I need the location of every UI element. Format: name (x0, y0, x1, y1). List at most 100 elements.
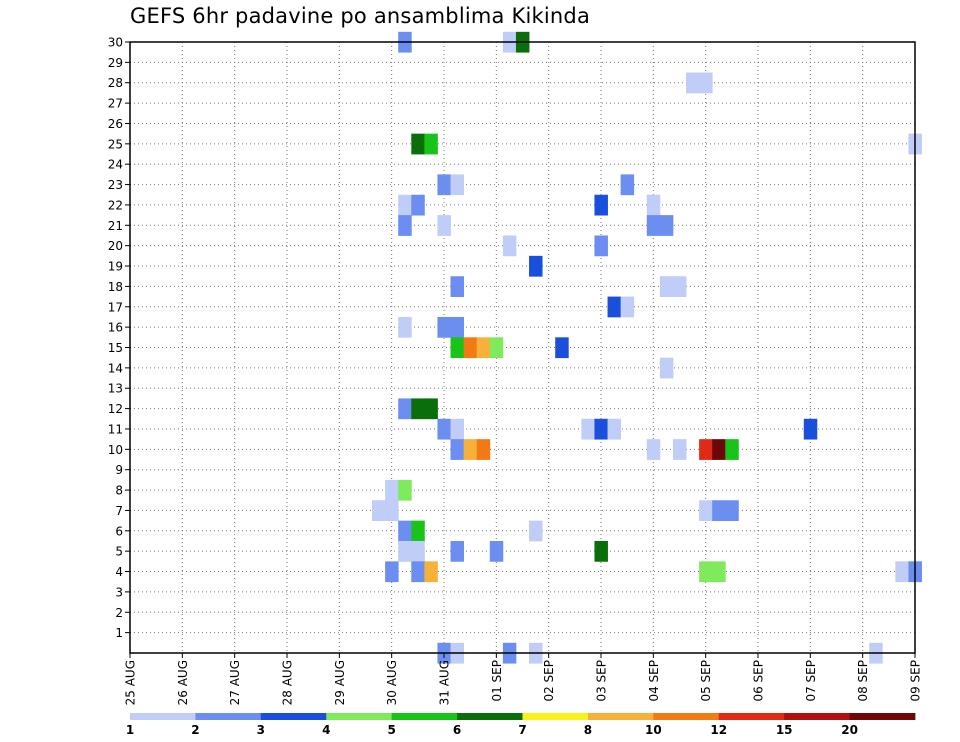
colorbar-label: 15 (776, 723, 793, 737)
precip-cell (659, 215, 674, 236)
precip-cell (398, 194, 412, 216)
precip-cell (450, 316, 465, 338)
x-tick-label: 28 AUG (281, 660, 295, 705)
precip-cell (437, 215, 451, 236)
precip-cell (476, 337, 491, 359)
y-tick-label: 12 (108, 402, 123, 416)
colorbar-label: 3 (257, 723, 265, 737)
x-tick-label: 25 AUG (124, 660, 138, 705)
precip-cell (699, 439, 713, 460)
x-tick-label: 09 SEP (909, 660, 923, 702)
precip-cell (398, 520, 412, 542)
precip-cell (686, 72, 700, 94)
precip-cell (607, 418, 622, 440)
x-axis-labels: 25 AUG 26 AUG 27 AUG 28 AUG 29 AUG 30 AUG 31 A… (124, 653, 923, 705)
y-tick-label: 19 (108, 260, 123, 274)
colorbar-swatch (326, 713, 393, 720)
colorbar-swatch (130, 713, 196, 720)
x-tick-label: 27 AUG (228, 660, 242, 705)
x-tick-label: 07 SEP (804, 660, 818, 702)
precip-cell (659, 357, 674, 379)
precip-cell (594, 235, 608, 257)
colorbar-swatch (849, 713, 916, 720)
colorbar-swatch (195, 713, 262, 720)
precip-cell (450, 276, 465, 297)
x-tick-label: 03 SEP (595, 660, 609, 702)
precip-cell (463, 337, 478, 359)
precip-cell (411, 398, 425, 420)
y-tick-label: 11 (108, 422, 123, 436)
colorbar-label: 6 (453, 723, 461, 737)
precip-cell (437, 316, 451, 338)
precip-cell (398, 215, 412, 236)
x-tick-label: 02 SEP (542, 660, 556, 702)
precip-cell (411, 194, 425, 216)
y-tick-label: 24 (108, 158, 123, 172)
precip-cell (398, 316, 412, 338)
y-tick-label: 9 (115, 463, 123, 477)
precip-cell (594, 540, 608, 562)
precip-cell (476, 439, 491, 460)
y-tick-label: 23 (108, 178, 123, 192)
x-tick-label: 08 SEP (856, 660, 870, 702)
precip-cell (502, 235, 517, 257)
precip-cell (372, 500, 386, 522)
precip-cell (659, 276, 674, 297)
y-tick-label: 26 (108, 117, 123, 131)
precip-cell (385, 500, 399, 522)
precip-cell (385, 479, 399, 501)
precip-cell (398, 540, 412, 562)
x-tick-label: 01 SEP (490, 660, 504, 702)
y-tick-label: 17 (108, 300, 123, 314)
precip-cell (398, 398, 412, 420)
precip-cell (437, 418, 451, 440)
colorbar-label: 4 (322, 723, 330, 737)
y-tick-label: 10 (108, 443, 123, 457)
colorbar-label: 10 (645, 723, 662, 737)
colorbar-swatch (784, 713, 850, 720)
precip-cell (594, 194, 608, 216)
precip-cell (489, 337, 504, 359)
y-tick-label: 25 (108, 137, 123, 151)
precip-cell (411, 133, 425, 155)
precip-cell (385, 561, 399, 583)
y-tick-label: 3 (115, 585, 123, 599)
x-tick-label: 29 AUG (333, 660, 347, 705)
precip-cell (607, 296, 622, 318)
precip-cell (725, 500, 739, 522)
precip-cell (646, 215, 661, 236)
y-tick-label: 18 (108, 280, 123, 294)
precip-cell (450, 337, 465, 359)
precip-cell (620, 174, 635, 196)
precip-cell (594, 418, 608, 440)
colorbar-label: 7 (518, 723, 526, 737)
colorbar-swatch (653, 713, 720, 720)
precip-cell (672, 439, 687, 460)
precip-cell (620, 296, 635, 318)
colorbar-swatch (391, 713, 458, 720)
precip-cell (411, 540, 425, 562)
y-tick-label: 14 (108, 361, 123, 375)
precip-cell (411, 561, 425, 583)
y-tick-label: 20 (108, 239, 123, 253)
x-tick-label: 06 SEP (752, 660, 766, 702)
precip-cell (895, 561, 909, 583)
colorbar-swatch (587, 713, 654, 720)
precip-cell (411, 520, 425, 542)
y-axis-labels: 1234567891011121314151617181920212223242… (108, 36, 130, 640)
y-tick-label: 2 (115, 606, 123, 620)
precip-cell (489, 540, 504, 562)
colorbar: 1 2 3 4 5 6 7 8 10 12 15 20 (126, 713, 916, 737)
colorbar-label: 20 (841, 723, 858, 737)
precip-cell (646, 439, 661, 460)
y-tick-label: 5 (115, 545, 123, 559)
precip-cell (712, 561, 726, 583)
precip-cell (803, 418, 818, 440)
colorbar-swatch (260, 713, 327, 720)
precip-cell (450, 174, 465, 196)
y-tick-label: 21 (108, 219, 123, 233)
colorbar-swatch (522, 713, 589, 720)
y-tick-label: 28 (108, 76, 123, 90)
precip-cell (450, 439, 465, 460)
